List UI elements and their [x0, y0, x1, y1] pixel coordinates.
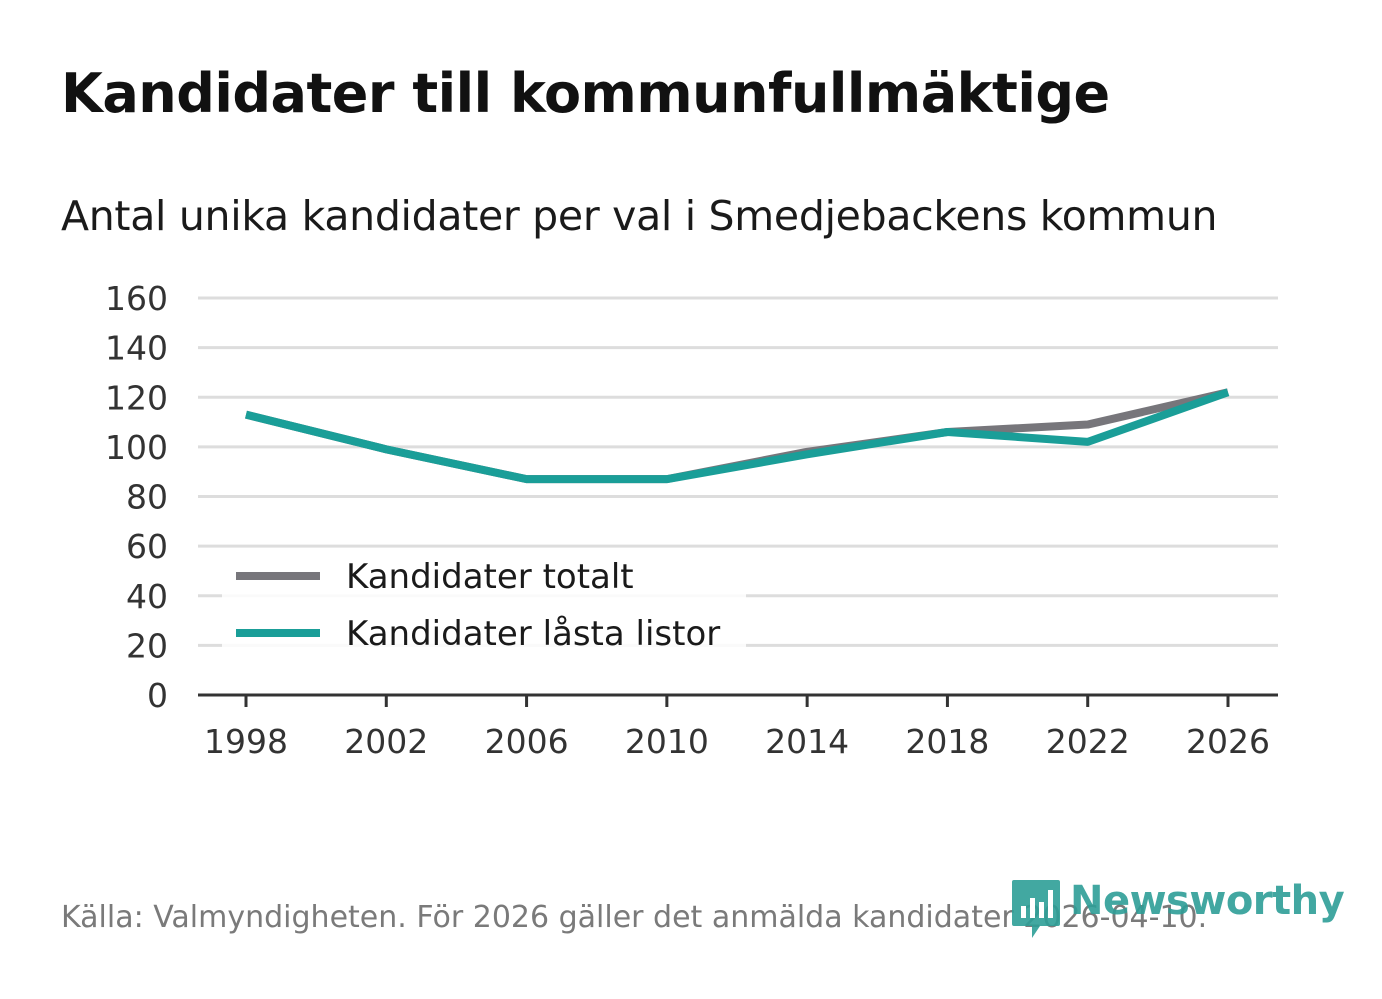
- chart-subtitle: Antal unika kandidater per val i Smedjeb…: [61, 192, 1218, 240]
- legend: Kandidater totalt Kandidater låsta listo…: [222, 548, 746, 654]
- x-tick-label-2006: 2006: [485, 722, 569, 761]
- y-tick-label-80: 80: [126, 478, 168, 517]
- newsworthy-logo-text: Newsworthy: [1070, 878, 1345, 924]
- x-tick-label-2014: 2014: [765, 722, 849, 761]
- y-tick-label-40: 40: [126, 577, 168, 616]
- x-tick-label-2018: 2018: [905, 722, 989, 761]
- x-tick-label-2026: 2026: [1186, 722, 1270, 761]
- y-tick-label-140: 140: [105, 329, 168, 368]
- y-axis-ticks: 0 20 40 60 80 100 120 140 160: [105, 279, 168, 715]
- y-tick-label-100: 100: [105, 428, 168, 467]
- x-axis: 1998 2002 2006 2010 2014 2018 2022 2026: [198, 693, 1278, 761]
- y-tick-label-60: 60: [126, 527, 168, 566]
- newsworthy-logo: Newsworthy: [1010, 878, 1345, 940]
- series-lines: [245, 388, 1230, 484]
- series-line-lasta: [245, 388, 1230, 484]
- legend-label-lasta: Kandidater låsta listor: [346, 614, 720, 654]
- x-tick-label-1998: 1998: [204, 722, 288, 761]
- y-tick-label-120: 120: [105, 378, 168, 417]
- x-tick-label-2002: 2002: [344, 722, 428, 761]
- y-tick-label-160: 160: [105, 279, 168, 318]
- newsworthy-logo-icon: [1012, 880, 1060, 938]
- x-tick-label-2022: 2022: [1046, 722, 1130, 761]
- chart-title: Kandidater till kommunfullmäktige: [61, 62, 1110, 125]
- y-tick-label-20: 20: [126, 626, 168, 665]
- x-tick-label-2010: 2010: [625, 722, 709, 761]
- y-tick-label-0: 0: [147, 676, 168, 715]
- legend-label-totalt: Kandidater totalt: [346, 557, 634, 597]
